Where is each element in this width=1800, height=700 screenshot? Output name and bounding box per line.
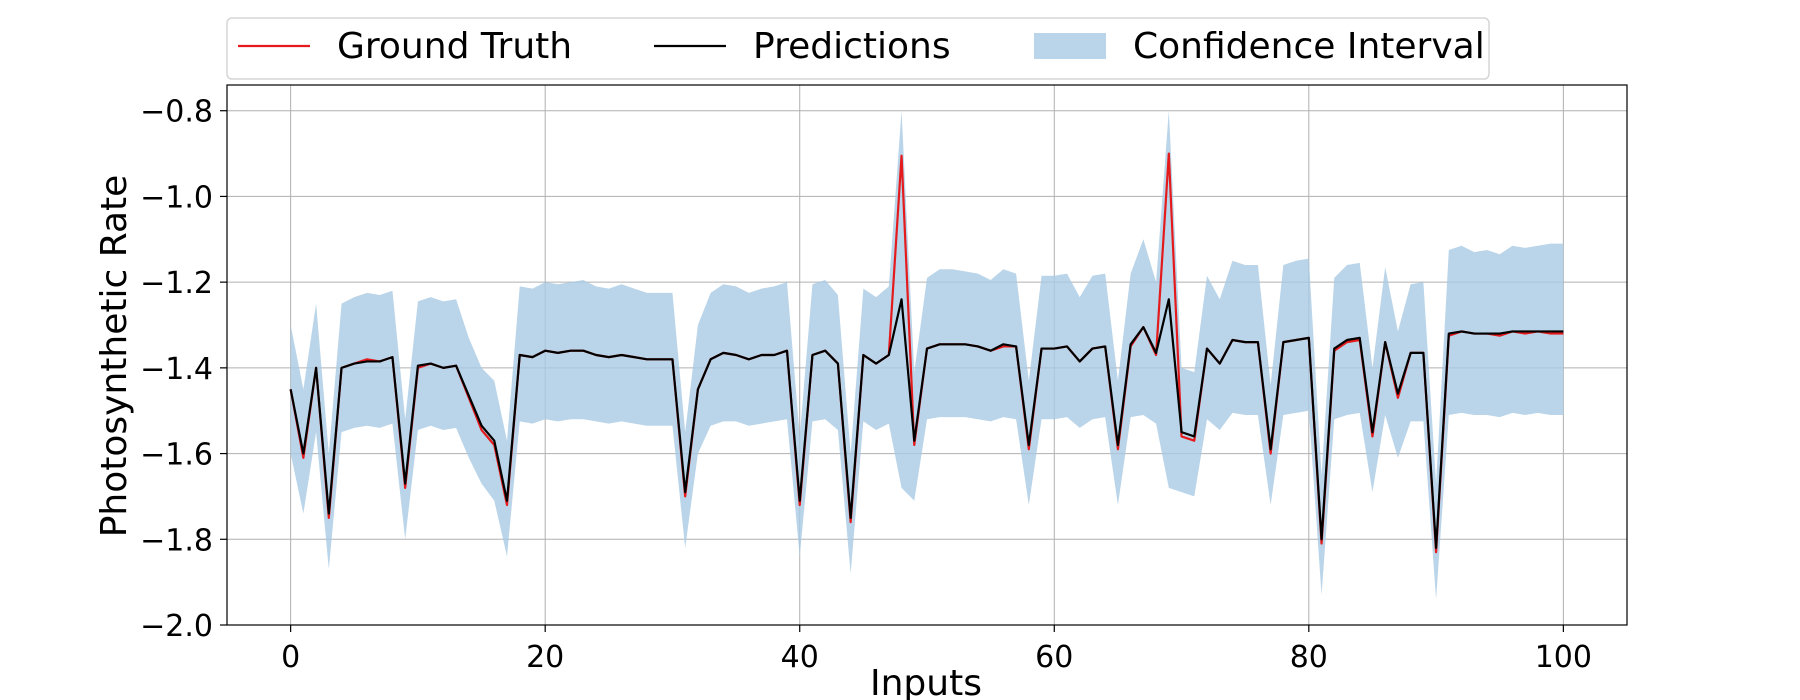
plot-frame bbox=[226, 84, 1628, 626]
y-tick-label: −1.2 bbox=[140, 266, 213, 301]
x-axis-ticks: 0 20 40 60 80 100 bbox=[281, 625, 1592, 675]
legend-frame bbox=[226, 17, 1490, 80]
y-tick-label: −0.8 bbox=[140, 95, 213, 130]
x-axis-label: Inputs bbox=[870, 663, 982, 700]
y-tick-label: −1.4 bbox=[140, 352, 213, 387]
y-tick-label: −1.0 bbox=[140, 180, 213, 215]
x-tick-label: 60 bbox=[1035, 640, 1073, 675]
legend-confidence-interval-swatch bbox=[1034, 33, 1106, 59]
x-tick-label: 80 bbox=[1290, 640, 1328, 675]
y-tick-label: −2.0 bbox=[140, 609, 213, 644]
y-tick-label: −1.8 bbox=[140, 523, 213, 558]
predictions-line bbox=[289, 298, 1564, 549]
x-tick-label: 40 bbox=[781, 640, 819, 675]
x-tick-label: 100 bbox=[1535, 640, 1592, 675]
legend-ground-truth-label: Ground Truth bbox=[337, 26, 572, 67]
legend: Ground Truth Predictions Confidence Inte… bbox=[226, 17, 1490, 80]
legend-predictions-label: Predictions bbox=[753, 26, 951, 67]
legend-confidence-interval-label: Confidence Interval bbox=[1133, 26, 1485, 67]
x-tick-label: 20 bbox=[526, 640, 564, 675]
y-axis-ticks: −2.0 −1.8 −1.6 −1.4 −1.2 −1.0 −0.8 bbox=[140, 95, 227, 644]
x-tick-label: 0 bbox=[281, 640, 300, 675]
y-tick-label: −1.6 bbox=[140, 438, 213, 473]
y-axis-label: Photosynthetic Rate bbox=[94, 175, 135, 538]
